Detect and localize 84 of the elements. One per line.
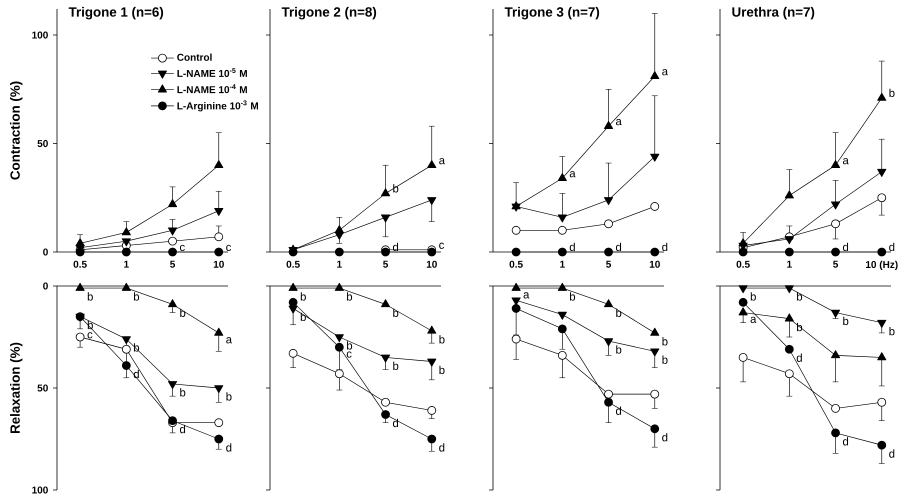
annotation: d: [616, 406, 622, 415]
x-tick-label: 1: [124, 260, 129, 268]
annotation: a: [226, 337, 232, 344]
legend-label: Control: [177, 53, 212, 61]
legend-label: L-Arginine 10$^{-3}$ M: [177, 100, 258, 112]
x-tick-label: 1: [560, 260, 565, 268]
annotation: b: [662, 356, 668, 364]
annotation: d: [796, 354, 802, 362]
chart-title: Urethra (n=7): [732, 6, 814, 20]
annotation: d: [439, 443, 444, 452]
annotation: c: [346, 351, 352, 358]
x-tick-label: 5: [833, 260, 838, 268]
x-tick-label: 0.5: [510, 260, 523, 268]
annotation: a: [524, 292, 530, 299]
annotation: b: [750, 292, 756, 301]
annotation: c: [226, 244, 232, 252]
annotation: b: [570, 292, 576, 301]
annotation: d: [889, 242, 894, 252]
annotation: b: [393, 362, 398, 370]
y-tick-label: 100: [32, 31, 48, 39]
annotation: d: [392, 418, 398, 428]
x-tick-label: 10 (Hz): [866, 260, 898, 270]
x-tick-label: 0.5: [736, 260, 750, 268]
x-tick-label: 1: [337, 260, 342, 268]
annotation: c: [439, 242, 444, 249]
y-tick-label: 50: [37, 140, 48, 148]
x-tick-label: 5: [170, 260, 176, 268]
annotation: a: [616, 119, 622, 126]
annotation: b: [439, 335, 445, 344]
annotation: a: [662, 69, 668, 76]
annotation: d: [226, 443, 232, 452]
x-tick-label: 10: [426, 260, 437, 268]
annotation: d: [180, 424, 186, 434]
chart-title: Trigone 3 (n=7): [504, 6, 600, 20]
y-axis-title: Contraction (%): [10, 82, 22, 180]
annotation: b: [616, 308, 622, 317]
annotation: d: [570, 242, 575, 252]
annotation: b: [300, 312, 306, 322]
y-tick-label: 0: [43, 282, 48, 290]
annotation: b: [88, 292, 93, 301]
annotation: b: [439, 366, 445, 374]
annotation: a: [750, 316, 756, 323]
annotation: b: [180, 308, 186, 317]
annotation: b: [180, 388, 186, 397]
annotation: b: [300, 292, 306, 301]
annotation: b: [889, 326, 895, 336]
annotation: b: [843, 316, 848, 326]
annotation: b: [662, 337, 668, 346]
annotation: b: [226, 392, 232, 401]
x-tick-label: 10: [214, 260, 224, 268]
x-tick-label: 0.5: [286, 260, 300, 268]
annotation: b: [797, 292, 802, 301]
y-axis-title: Relaxation (%): [10, 342, 22, 434]
x-tick-label: 5: [383, 260, 388, 268]
x-tick-label: 1: [787, 260, 792, 268]
y-tick-label: 0: [43, 248, 48, 256]
annotation: d: [662, 242, 668, 252]
annotation: b: [88, 320, 93, 330]
x-tick-label: 0.5: [74, 260, 87, 268]
legend-label: L-NAME 10$^{-4}$ M: [177, 84, 247, 94]
chart-title: Trigone 1 (n=6): [68, 6, 164, 20]
annotation: d: [842, 437, 848, 446]
y-tick-label: 50: [37, 384, 48, 392]
x-tick-label: 5: [606, 260, 612, 268]
annotation: d: [662, 433, 668, 442]
annotation: b: [347, 341, 352, 350]
legend-label: L-NAME 10$^{-5}$ M: [177, 68, 247, 78]
annotation: c: [180, 244, 185, 252]
annotation: b: [616, 345, 622, 354]
x-tick-label: 10: [650, 260, 660, 268]
annotation: a: [842, 158, 849, 164]
annotation: b: [134, 292, 140, 301]
annotation: a: [570, 171, 576, 178]
chart-title: Trigone 2 (n=8): [282, 6, 376, 20]
annotation: a: [439, 158, 445, 164]
annotation: d: [889, 449, 894, 458]
annotation: d: [842, 242, 848, 252]
annotation: b: [889, 88, 895, 98]
annotation: d: [616, 242, 622, 252]
annotation: b: [347, 292, 352, 301]
annotation: b: [393, 308, 398, 317]
annotation: c: [88, 332, 92, 338]
annotation: d: [134, 370, 139, 378]
y-tick-label: 100: [32, 486, 48, 494]
